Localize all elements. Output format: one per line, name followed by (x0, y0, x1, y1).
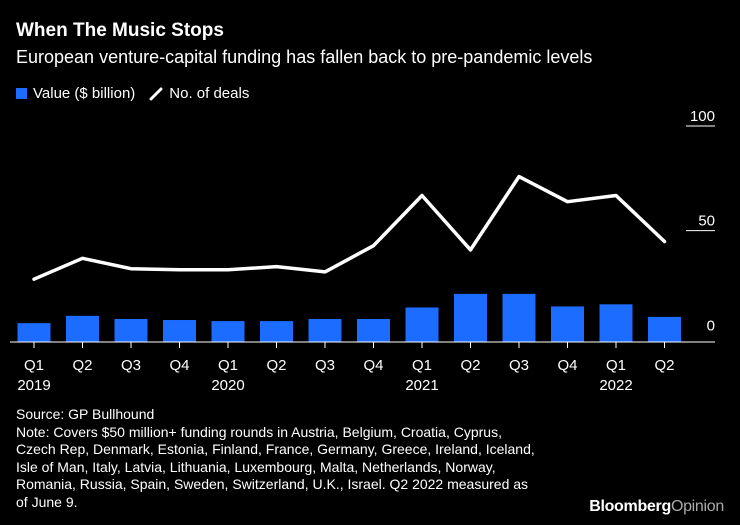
x-tick-label: Q4 (363, 357, 383, 374)
deals-line (32, 174, 667, 281)
footer-notes: Source: GP Bullhound Note: Covers $50 mi… (16, 406, 576, 511)
x-tick-label: Q1 (412, 357, 432, 374)
note-line: Czech Rep, Denmark, Estonia, Finland, Fr… (16, 441, 535, 457)
chart-subtitle: European venture-capital funding has fal… (16, 47, 593, 67)
bar-6 (308, 318, 342, 342)
chart-title: When The Music Stops (16, 20, 224, 41)
bar-series (17, 293, 681, 342)
legend-label-deals: No. of deals (169, 85, 250, 102)
bar-2 (114, 318, 148, 342)
note-line: Isle of Man, Italy, Latvia, Lithuania, L… (16, 458, 496, 475)
bar-8 (405, 307, 439, 342)
x-tick-label: Q4 (557, 357, 577, 374)
x-tick-label: Q4 (169, 357, 189, 374)
line-swatch-icon (149, 87, 163, 100)
bar-12 (599, 304, 633, 342)
x-year-label: 2022 (599, 377, 632, 394)
x-tick-label: Q1 (606, 357, 626, 374)
brand-part-opinion: Opinion (670, 498, 724, 515)
x-tick-label: Q3 (315, 357, 335, 374)
bloomberg-opinion-logo: BloombergOpinion (589, 498, 724, 516)
bar-0 (17, 323, 51, 342)
y-tick-label: 100 (690, 108, 715, 125)
x-tick-label: Q2 (654, 357, 674, 374)
x-tick-label: Q3 (509, 357, 529, 374)
note-line: Romania, Russia, Spain, Sweden, Switzerl… (16, 476, 529, 492)
legend-item-value: Value ($ billion) (16, 85, 135, 102)
x-year-label: 2021 (405, 377, 438, 394)
bar-4 (211, 321, 245, 342)
note-line: Note: Covers $50 million+ funding rounds… (16, 423, 502, 440)
x-year-label: 2020 (211, 377, 244, 394)
legend-item-deals: No. of deals (149, 85, 249, 102)
x-tick-label: Q2 (460, 357, 480, 374)
legend: Value ($ billion) No. of deals (16, 85, 263, 102)
source-note: Source: GP Bullhound (16, 406, 155, 422)
y-tick-label: 0 (707, 317, 715, 334)
bar-5 (260, 321, 293, 342)
legend-label-value: Value ($ billion) (33, 85, 136, 102)
y-axis: 0 50 100 (686, 108, 715, 334)
bar-7 (357, 318, 390, 342)
bar-9 (454, 293, 487, 342)
x-tick-label: Q3 (121, 357, 141, 374)
brand-part-bloomberg: Bloomberg (589, 498, 671, 515)
bar-13 (648, 316, 681, 342)
x-axis: Q1 Q2 Q3 Q4 Q1 Q2 Q3 Q4 Q1 Q2 Q3 Q4 Q1 Q2 2019 2020 2021… (17, 342, 675, 394)
x-tick-label: Q1 (218, 357, 238, 374)
x-year-label: 2019 (17, 377, 50, 394)
x-tick-label: Q2 (72, 357, 92, 374)
bar-swatch-icon (16, 88, 27, 99)
bar-1 (66, 315, 99, 342)
bar-11 (551, 306, 584, 342)
note-line: of June 9. (16, 493, 78, 510)
x-tick-label: Q1 (24, 357, 44, 374)
y-tick-label: 50 (698, 213, 715, 230)
bar-3 (163, 320, 196, 342)
bar-10 (502, 293, 536, 342)
x-tick-label: Q2 (266, 357, 286, 374)
